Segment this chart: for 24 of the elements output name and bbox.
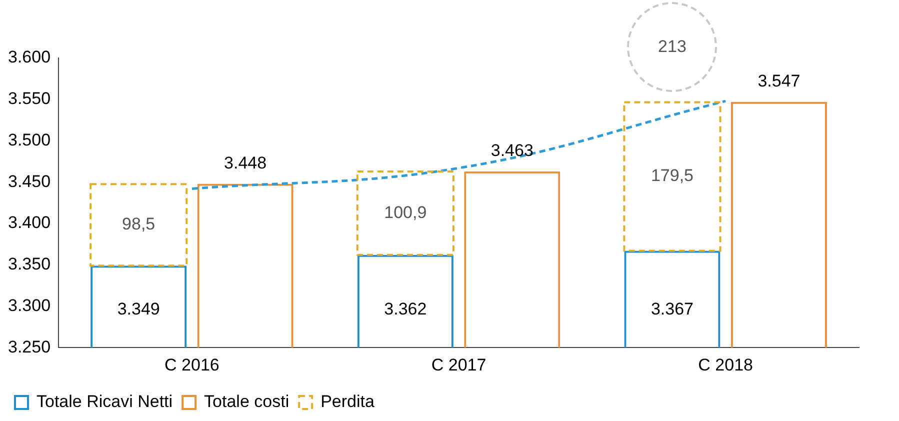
y-tick-label: 3.500 — [8, 130, 51, 150]
text: 213 — [658, 36, 686, 56]
y-tick-label: 3.250 — [8, 337, 51, 356]
data-label: 3.367 — [650, 299, 694, 318]
data-label: 3.448 — [224, 153, 267, 172]
x-tick-label: C 2018 — [698, 355, 754, 374]
y-tick-label: 3.600 — [8, 48, 51, 67]
legend-label: Totale costi — [204, 392, 290, 412]
legend-label: Totale Ricavi Netti — [36, 392, 173, 412]
y-tick-label: 3.550 — [8, 89, 51, 108]
y-tick-label: 3.450 — [8, 172, 51, 191]
x-tick-label: C 2017 — [431, 355, 486, 374]
legend-label: Perdita — [320, 392, 375, 412]
data-label: 3.349 — [117, 299, 160, 318]
x-tick-label: C 2016 — [164, 355, 220, 374]
data-label: 98,5 — [122, 214, 156, 234]
data-label: 3.362 — [384, 299, 427, 318]
y-tick-label: 3.300 — [8, 296, 51, 315]
data-label: 100,9 — [384, 202, 427, 222]
y-tick-label: 3.400 — [8, 213, 51, 232]
y-tick-label: 3.350 — [8, 254, 51, 274]
data-label: 179,5 — [650, 166, 694, 186]
data-label: 3.547 — [758, 72, 800, 91]
data-label: 3.463 — [490, 141, 534, 160]
